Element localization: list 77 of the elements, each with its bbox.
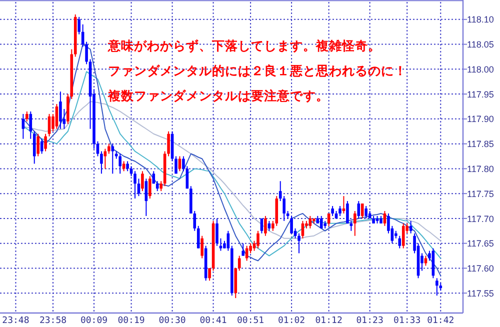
- candlestick: [22, 113, 25, 140]
- candlestick: [208, 268, 211, 282]
- candlestick: [182, 156, 185, 172]
- candlestick: [290, 215, 293, 234]
- x-tick-label: 23:48: [2, 316, 30, 326]
- y-tick-label: 117.70: [467, 214, 494, 224]
- x-tick-label: 01:02: [278, 316, 306, 326]
- annotation: 意味がわからず、下落してします。複雑怪奇。: [107, 38, 381, 53]
- line-series: [22, 101, 442, 242]
- candlestick: [26, 110, 28, 122]
- candlestick: [338, 206, 342, 216]
- candlestick: [144, 178, 148, 216]
- x-tick-label: 01:33: [394, 316, 421, 326]
- candlestick: [327, 212, 330, 226]
- candlestick: [402, 222, 405, 249]
- candlestick: [29, 110, 32, 140]
- candlestick: [156, 180, 159, 192]
- x-tick-label: 00:30: [158, 316, 186, 326]
- candlestick: [364, 206, 368, 219]
- y-tick-label: 117.60: [467, 264, 494, 274]
- x-tick-label: 00:19: [118, 316, 145, 326]
- candlestick: [48, 113, 51, 137]
- y-tick-label: 117.85: [467, 139, 494, 150]
- x-tick-label: 00:41: [200, 316, 227, 326]
- candlestick: [298, 232, 300, 254]
- candlestick: [331, 206, 334, 216]
- y-tick-label: 118.05: [467, 40, 494, 50]
- x-tick-label: 23:58: [39, 316, 67, 326]
- candlestick: [152, 170, 156, 184]
- candlestick: [44, 133, 47, 152]
- candlestick: [200, 235, 204, 259]
- candlestick: [360, 203, 364, 219]
- candlestick: [32, 130, 36, 164]
- candlestick: [59, 91, 62, 130]
- y-tick-label: 117.75: [467, 188, 494, 199]
- candlestick: [111, 143, 114, 174]
- candlestick: [178, 156, 182, 172]
- annotation: 複数ファンダメンタルは要注意です。: [107, 88, 329, 103]
- x-tick-label: 01:12: [315, 316, 342, 326]
- x-tick-label: 00:51: [237, 316, 264, 326]
- candlestick: [245, 245, 248, 262]
- y-tick-label: 118.10: [467, 14, 494, 25]
- x-tick-label: 01:42: [427, 316, 454, 326]
- candlestick: [118, 153, 122, 174]
- candlestick: [40, 138, 44, 154]
- candlestick: [398, 235, 402, 249]
- candlestick: [256, 230, 260, 249]
- candlestick: [357, 200, 360, 219]
- candlestick: [264, 215, 267, 236]
- candlestick: [320, 215, 323, 229]
- candlestick: [141, 170, 144, 192]
- candlestick: [36, 133, 40, 157]
- candlestick: [242, 242, 244, 256]
- candlestick: [100, 150, 103, 174]
- candlestick: [78, 16, 80, 35]
- candlestick: [226, 230, 230, 252]
- x-tick-label: 01:23: [356, 316, 384, 326]
- candlestick: [160, 180, 162, 192]
- y-tick-label: 117.90: [467, 114, 494, 124]
- annotation: ファンダメンタル的には２良１悪と思われるのに！: [108, 63, 407, 78]
- candlestick: [55, 104, 58, 130]
- candlestick: [354, 210, 356, 236]
- candlestick: [383, 210, 386, 226]
- candlestick: [260, 218, 264, 234]
- candlestick: [108, 143, 110, 154]
- candlestick: [301, 220, 304, 239]
- candlestick: [238, 255, 241, 272]
- candlestick: [196, 225, 200, 249]
- candlestick: [148, 176, 152, 200]
- y-tick-label: 117.65: [467, 238, 494, 249]
- y-tick-label: 117.95: [467, 89, 494, 100]
- y-tick-label: 117.80: [467, 164, 494, 174]
- y-tick-label: 118.00: [467, 64, 494, 74]
- y-tick-label: 117.55: [467, 288, 494, 298]
- candlestick: [126, 160, 129, 172]
- candlestick: [436, 278, 438, 296]
- x-tick-label: 00:09: [80, 316, 108, 326]
